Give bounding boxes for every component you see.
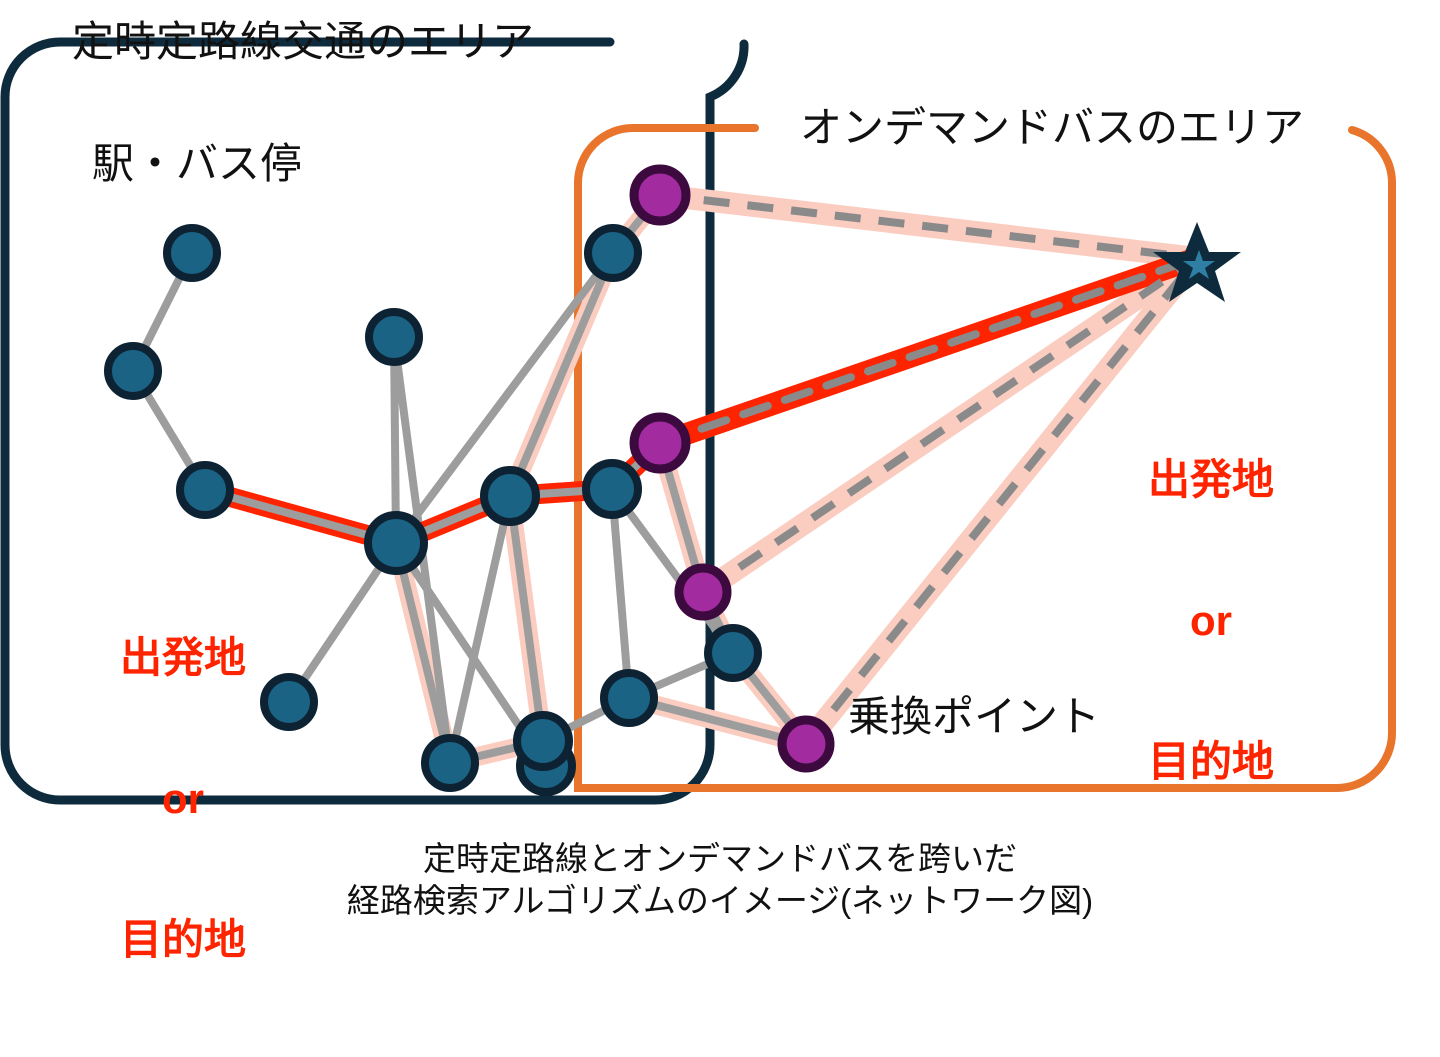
- node-transfer-point[interactable]: [629, 164, 691, 226]
- node-transfer-point[interactable]: [674, 563, 732, 621]
- node-transfer-point[interactable]: [777, 715, 835, 773]
- node-group-transfer-points[interactable]: [629, 164, 835, 773]
- diagram-canvas: 定時定路線交通のエリア オンデマンドバスのエリア 駅・バス停 乗換ポイント 出発…: [0, 18, 1440, 964]
- node-stop[interactable]: [364, 511, 428, 575]
- selected-route-on-demand: [649, 247, 1208, 454]
- area-label-on-demand: オンデマンドバスのエリア: [800, 104, 1305, 151]
- network-graphics: [0, 37, 1397, 805]
- origin-destination-label-left: 出発地 or 目的地: [98, 540, 268, 1057]
- node-stop[interactable]: [163, 224, 221, 282]
- origin-destination-left-line1: 出発地: [119, 634, 246, 682]
- node-stop[interactable]: [582, 459, 642, 519]
- area-frame-on-demand: [574, 124, 1397, 792]
- origin-destination-right-line3: 目的地: [1147, 738, 1274, 786]
- origin-destination-right-line2: or: [1190, 597, 1232, 645]
- legend-label-transfer-point: 乗換ポイント: [848, 693, 1101, 740]
- origin-destination-label-right: 出発地 or 目的地: [1126, 362, 1296, 879]
- star-marker-icon[interactable]: [1153, 222, 1241, 302]
- caption-line-1: 定時定路線とオンデマンドバスを跨いだ: [423, 840, 1017, 877]
- area-frame-fixed-route: [0, 37, 749, 805]
- node-stop[interactable]: [513, 711, 573, 771]
- caption: 定時定路線とオンデマンドバスを跨いだ 経路検索アルゴリズムのイメージ(ネットワー…: [0, 838, 1440, 922]
- caption-line-2: 経路検索アルゴリズムのイメージ(ネットワーク図): [346, 882, 1094, 920]
- node-stop[interactable]: [176, 461, 234, 519]
- node-stop[interactable]: [421, 734, 479, 792]
- demand-links-dashed: [659, 191, 1201, 747]
- origin-destination-left-line3: 目的地: [119, 916, 246, 964]
- node-stop[interactable]: [260, 673, 318, 731]
- origin-destination-right-line1: 出発地: [1147, 456, 1274, 504]
- legend-label-station-stop: 駅・バス停: [92, 140, 303, 187]
- node-stop[interactable]: [365, 308, 423, 366]
- node-stop[interactable]: [104, 342, 162, 400]
- node-stop[interactable]: [584, 224, 642, 282]
- node-transfer-point[interactable]: [629, 412, 691, 474]
- origin-destination-left-line2: or: [162, 775, 204, 823]
- node-stop[interactable]: [600, 669, 658, 727]
- node-stop[interactable]: [480, 466, 540, 526]
- area-label-fixed-route: 定時定路線交通のエリア: [72, 18, 535, 65]
- node-group-stops[interactable]: [104, 224, 762, 796]
- node-stop[interactable]: [704, 624, 762, 682]
